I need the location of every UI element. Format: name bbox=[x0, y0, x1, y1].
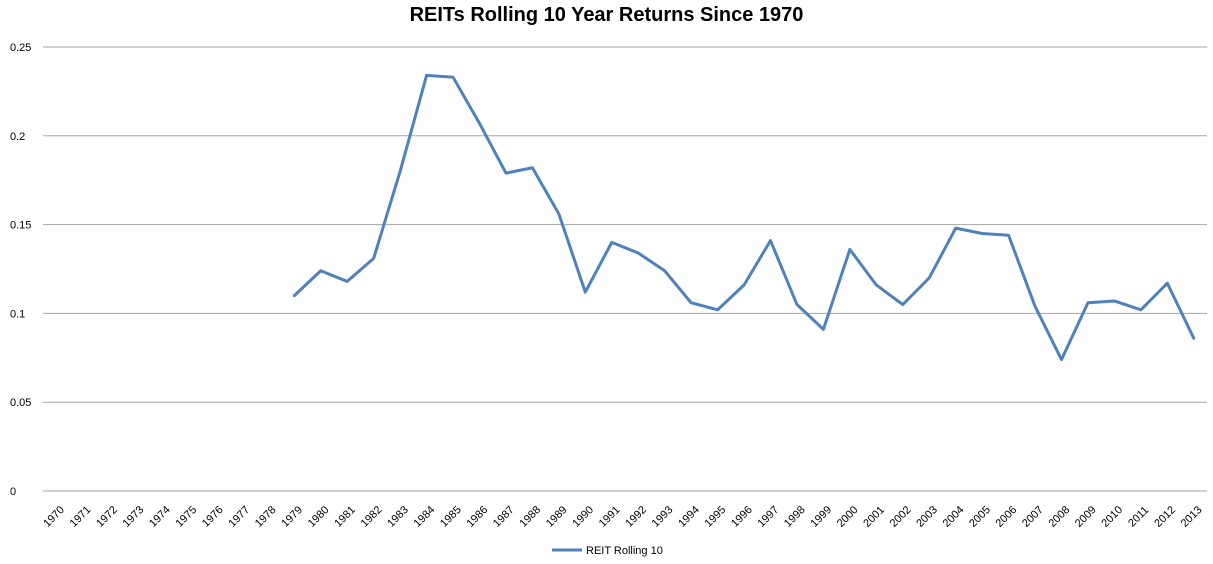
x-tick-label-30: 2000 bbox=[835, 504, 861, 530]
x-tick-label-3: 1973 bbox=[121, 504, 147, 530]
x-tick-label-35: 2005 bbox=[967, 504, 993, 530]
x-tick-label-8: 1978 bbox=[253, 504, 279, 530]
x-tick-label-36: 2006 bbox=[994, 504, 1020, 530]
x-tick-label-14: 1984 bbox=[412, 504, 438, 530]
y-tick-label-3: 0.15 bbox=[10, 220, 31, 232]
x-tick-label-11: 1981 bbox=[332, 504, 358, 530]
x-tick-label-39: 2009 bbox=[1073, 504, 1099, 530]
x-tick-label-33: 2003 bbox=[914, 504, 940, 530]
x-tick-label-12: 1982 bbox=[359, 504, 385, 530]
x-tick-label-1: 1971 bbox=[68, 504, 94, 530]
x-tick-label-9: 1979 bbox=[279, 504, 305, 530]
x-tick-label-26: 1996 bbox=[729, 504, 755, 530]
x-tick-label-10: 1980 bbox=[306, 504, 332, 530]
chart-title: REITs Rolling 10 Year Returns Since 1970 bbox=[409, 4, 804, 26]
y-tick-label-0: 0 bbox=[10, 486, 16, 498]
x-tick-label-32: 2002 bbox=[888, 504, 914, 530]
x-tick-label-21: 1991 bbox=[597, 504, 623, 530]
x-tick-label-4: 1974 bbox=[147, 504, 173, 530]
x-tick-label-27: 1997 bbox=[755, 504, 781, 530]
y-tick-label-1: 0.05 bbox=[10, 397, 31, 409]
x-tick-label-6: 1976 bbox=[200, 504, 226, 530]
y-tick-label-4: 0.2 bbox=[10, 131, 25, 143]
x-tick-label-31: 2001 bbox=[861, 504, 887, 530]
x-tick-label-5: 1975 bbox=[173, 504, 199, 530]
x-tick-label-22: 1992 bbox=[623, 504, 649, 530]
y-tick-label-2: 0.1 bbox=[10, 308, 25, 320]
x-tick-label-7: 1977 bbox=[226, 504, 252, 530]
x-tick-label-2: 1972 bbox=[94, 504, 120, 530]
x-tick-label-17: 1987 bbox=[491, 504, 517, 530]
x-tick-label-15: 1985 bbox=[438, 504, 464, 530]
x-tick-label-25: 1995 bbox=[703, 504, 729, 530]
x-tick-label-16: 1986 bbox=[464, 504, 490, 530]
x-tick-label-29: 1999 bbox=[808, 504, 834, 530]
x-tick-label-20: 1990 bbox=[570, 504, 596, 530]
x-tick-label-43: 2013 bbox=[1179, 504, 1205, 530]
x-tick-label-41: 2011 bbox=[1126, 504, 1151, 529]
x-tick-label-34: 2004 bbox=[941, 504, 967, 530]
x-tick-label-19: 1989 bbox=[544, 504, 570, 530]
x-tick-label-0: 1970 bbox=[41, 504, 67, 530]
y-tick-label-5: 0.25 bbox=[10, 42, 31, 54]
x-tick-label-28: 1998 bbox=[782, 504, 808, 530]
x-tick-label-37: 2007 bbox=[1020, 504, 1046, 530]
x-tick-label-13: 1983 bbox=[385, 504, 411, 530]
x-tick-label-38: 2008 bbox=[1046, 504, 1072, 530]
x-tick-label-24: 1994 bbox=[676, 504, 702, 530]
series-line-0 bbox=[292, 73, 1196, 362]
x-tick-label-40: 2010 bbox=[1099, 504, 1125, 530]
x-tick-label-18: 1988 bbox=[517, 504, 543, 530]
x-tick-label-23: 1993 bbox=[650, 504, 676, 530]
x-tick-label-42: 2012 bbox=[1152, 504, 1178, 530]
legend-label: REIT Rolling 10 bbox=[586, 545, 663, 557]
